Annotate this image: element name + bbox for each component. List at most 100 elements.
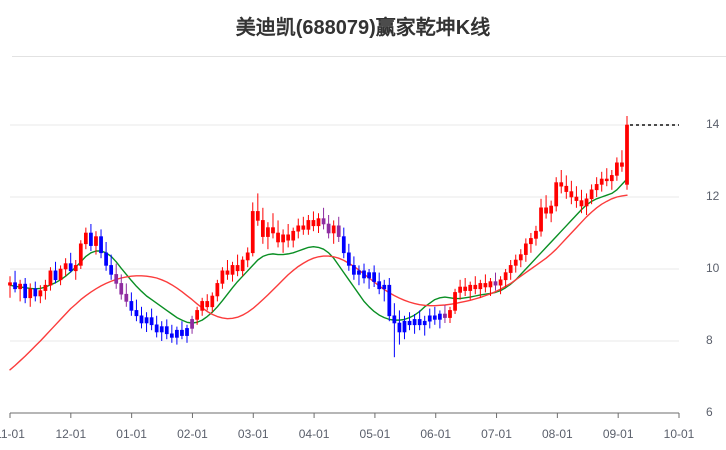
candle — [584, 193, 589, 215]
y-axis-tick-label: 12 — [706, 189, 720, 203]
candle-body — [149, 317, 154, 326]
x-axis-tick-label: 11-01 — [0, 427, 25, 441]
candle — [503, 269, 508, 287]
candle — [559, 170, 564, 194]
candle — [306, 215, 311, 235]
candle-body — [620, 162, 624, 167]
candle-body — [104, 252, 108, 266]
candle-body — [99, 236, 103, 254]
candle — [73, 260, 78, 280]
candle-body — [83, 232, 88, 245]
candle — [119, 274, 124, 300]
candle-body — [549, 205, 554, 214]
candle — [478, 279, 483, 298]
candle-body — [503, 272, 508, 281]
x-axis-tick-label: 06-01 — [420, 427, 452, 441]
candle-body — [367, 272, 371, 279]
candle — [397, 310, 402, 345]
candle — [28, 283, 33, 307]
candle-body — [326, 223, 331, 234]
candle-body — [164, 326, 169, 335]
candle — [615, 157, 619, 181]
candle — [124, 283, 129, 307]
x-axis-tick-label: 03-01 — [237, 427, 269, 441]
candle-body — [579, 200, 584, 207]
candle-body — [159, 326, 164, 333]
candle-body — [205, 301, 210, 308]
candle-body — [235, 265, 240, 272]
candle-body — [271, 227, 275, 234]
candle — [579, 189, 584, 214]
candle — [331, 220, 336, 244]
candle-body — [498, 279, 503, 286]
x-axis-tick-label: 08-01 — [542, 427, 573, 441]
candle — [185, 324, 189, 343]
candle-body — [357, 270, 361, 275]
candle-body — [230, 265, 235, 275]
candle — [266, 222, 270, 250]
candle-body — [362, 270, 366, 279]
candle-body — [589, 189, 594, 200]
candle-body — [296, 225, 301, 232]
candle-body — [311, 220, 316, 227]
candle — [99, 229, 103, 259]
candle-body — [584, 198, 589, 207]
candle — [382, 279, 387, 302]
candle — [89, 224, 93, 251]
candle-body — [604, 178, 609, 182]
candle-body — [483, 283, 488, 288]
candle — [245, 247, 250, 268]
ma-line-long — [9, 194, 628, 371]
candle — [109, 254, 114, 280]
candle-body — [94, 236, 98, 246]
candle — [534, 225, 538, 246]
candle-body — [210, 295, 215, 308]
candle-body — [13, 282, 17, 290]
candle — [518, 249, 523, 268]
candle-body — [225, 270, 230, 275]
candle-body — [134, 310, 139, 317]
candle — [448, 306, 452, 323]
candle-body — [154, 324, 159, 333]
candle-body — [240, 259, 245, 272]
candle — [68, 252, 73, 273]
candle — [473, 276, 478, 295]
ma-line-short — [9, 178, 628, 324]
candle-body — [281, 234, 285, 243]
candle-body — [625, 124, 629, 185]
candle — [422, 315, 427, 336]
candle-body — [169, 333, 174, 338]
candle — [200, 297, 205, 316]
page-title: 美迪凯(688079)赢家乾坤K线 — [235, 17, 491, 39]
candle — [362, 263, 366, 284]
y-axis-tick-label: 10 — [706, 261, 720, 275]
candle — [463, 278, 468, 296]
candle-body — [518, 254, 523, 261]
candle-body — [609, 175, 614, 182]
candle-body — [346, 252, 351, 266]
candle-body — [458, 286, 462, 293]
candle-body — [574, 196, 579, 201]
candle — [154, 315, 159, 338]
candle — [78, 240, 83, 269]
candle — [225, 260, 230, 280]
candle-body — [559, 182, 564, 187]
candle — [549, 200, 554, 223]
candle — [104, 242, 108, 271]
x-axis-tick-label: 07-01 — [481, 427, 512, 441]
candle — [210, 292, 215, 313]
candle-body — [523, 243, 528, 255]
candles-group — [8, 116, 629, 358]
x-axis-tick-label: 10-01 — [663, 427, 695, 441]
candle-body — [478, 283, 483, 290]
candle-body — [78, 243, 83, 266]
candle-body — [43, 284, 48, 291]
candle — [604, 168, 609, 187]
candle — [190, 315, 194, 334]
candle — [453, 288, 457, 314]
candle-body — [534, 230, 538, 239]
candle — [523, 238, 528, 262]
candle-body — [392, 315, 397, 324]
candle-body — [564, 185, 569, 192]
